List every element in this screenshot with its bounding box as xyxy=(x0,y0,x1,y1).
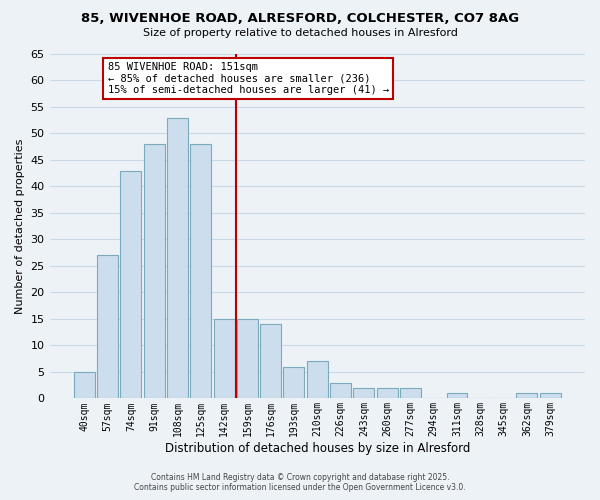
Bar xyxy=(539,393,560,398)
Bar xyxy=(121,170,142,398)
X-axis label: Distribution of detached houses by size in Alresford: Distribution of detached houses by size … xyxy=(164,442,470,455)
Bar xyxy=(144,144,165,399)
Bar xyxy=(330,382,351,398)
Bar xyxy=(167,118,188,398)
Bar xyxy=(260,324,281,398)
Bar xyxy=(377,388,398,398)
Text: Size of property relative to detached houses in Alresford: Size of property relative to detached ho… xyxy=(143,28,457,38)
Bar xyxy=(353,388,374,398)
Bar xyxy=(446,393,467,398)
Bar xyxy=(190,144,211,399)
Bar xyxy=(74,372,95,398)
Text: 85, WIVENHOE ROAD, ALRESFORD, COLCHESTER, CO7 8AG: 85, WIVENHOE ROAD, ALRESFORD, COLCHESTER… xyxy=(81,12,519,26)
Bar xyxy=(400,388,421,398)
Bar xyxy=(237,319,258,398)
Text: Contains HM Land Registry data © Crown copyright and database right 2025.
Contai: Contains HM Land Registry data © Crown c… xyxy=(134,473,466,492)
Y-axis label: Number of detached properties: Number of detached properties xyxy=(15,138,25,314)
Bar xyxy=(97,256,118,398)
Text: 85 WIVENHOE ROAD: 151sqm
← 85% of detached houses are smaller (236)
15% of semi-: 85 WIVENHOE ROAD: 151sqm ← 85% of detach… xyxy=(107,62,389,95)
Bar xyxy=(214,319,235,398)
Bar xyxy=(307,362,328,399)
Bar xyxy=(283,366,304,398)
Bar xyxy=(517,393,538,398)
